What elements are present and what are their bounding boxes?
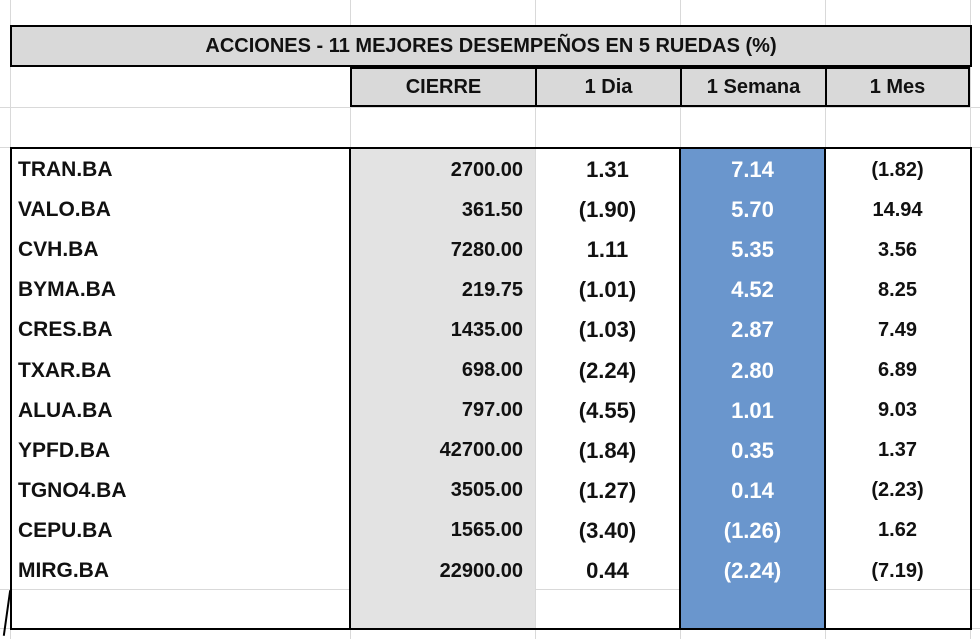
dia-cell: (1.90) [578, 197, 637, 223]
header-1-dia: 1 Dia [535, 67, 682, 107]
semana-cell: 1.01 [731, 397, 774, 423]
dia-cell: 0.44 [586, 558, 629, 583]
dia-cell: (1.27) [578, 477, 637, 503]
semana-cell: (1.26) [723, 517, 782, 543]
cierre-cell: 22900.00 [439, 559, 523, 582]
dia-cell: 1.11 [586, 237, 629, 263]
ticker-cell: CRES.BA [18, 318, 113, 342]
cierre-cell: 698.00 [461, 359, 523, 381]
header-1-semana: 1 Semana [680, 67, 827, 107]
divider-semana-left [679, 147, 681, 630]
mes-cell: 8.25 [878, 278, 917, 301]
semana-cell: 0.35 [731, 437, 774, 463]
cierre-column-bg [350, 147, 535, 628]
cierre-cell: 7280.00 [450, 238, 523, 261]
data-frame [10, 147, 972, 630]
dia-cell: 1.31 [586, 157, 629, 182]
cierre-cell: 797.00 [461, 399, 523, 422]
header-1-mes: 1 Mes [825, 67, 970, 107]
mes-cell: 3.56 [878, 238, 917, 261]
ticker-cell: CVH.BA [18, 238, 99, 262]
semana-cell: (2.24) [723, 558, 782, 583]
mes-cell: 14.94 [872, 198, 923, 221]
ticker-cell: YPFD.BA [18, 438, 111, 462]
mes-cell: 7.49 [878, 318, 917, 341]
mes-cell: (2.23) [871, 479, 924, 502]
divider-ticker [349, 147, 351, 630]
ticker-cell: TGNO4.BA [18, 478, 127, 502]
semana-cell: 7.14 [731, 157, 774, 182]
mes-cell: 1.37 [878, 439, 917, 462]
cierre-cell: 219.75 [461, 278, 523, 301]
mes-cell: (1.82) [871, 158, 924, 181]
header-cierre: CIERRE [350, 67, 537, 107]
ticker-cell: TRAN.BA [18, 158, 113, 181]
dia-cell: (4.55) [578, 397, 637, 423]
mes-cell: 1.62 [878, 519, 917, 542]
semana-cell: 0.14 [731, 477, 774, 503]
cierre-cell: 1435.00 [450, 318, 523, 341]
table-title: ACCIONES - 11 MEJORES DESEMPEÑOS EN 5 RU… [10, 25, 972, 67]
divider-semana-right [824, 147, 826, 630]
mes-cell: 6.89 [878, 359, 917, 381]
ticker-cell: BYMA.BA [18, 278, 116, 302]
dia-cell: (2.24) [578, 357, 637, 383]
dia-cell: (1.03) [578, 317, 637, 343]
cierre-cell: 3505.00 [450, 479, 523, 502]
cierre-cell: 2700.00 [450, 158, 523, 181]
ticker-cell: MIRG.BA [18, 559, 109, 582]
dia-cell: (3.40) [578, 517, 637, 543]
ticker-cell: TXAR.BA [18, 358, 112, 382]
dia-cell: (1.01) [578, 277, 637, 303]
mes-cell: 9.03 [878, 399, 917, 422]
cierre-cell: 361.50 [461, 198, 523, 221]
semana-highlight-column [680, 147, 825, 628]
cierre-cell: 42700.00 [439, 439, 523, 462]
semana-cell: 5.35 [731, 237, 774, 263]
ticker-cell: VALO.BA [18, 198, 111, 222]
semana-cell: 2.80 [731, 357, 774, 383]
semana-cell: 4.52 [731, 277, 774, 303]
cierre-cell: 1565.00 [450, 519, 523, 542]
dia-cell: (1.84) [578, 437, 637, 463]
mes-cell: (7.19) [871, 559, 924, 582]
semana-cell: 5.70 [731, 197, 774, 223]
ticker-cell: ALUA.BA [18, 398, 113, 422]
ticker-cell: CEPU.BA [18, 518, 113, 542]
semana-cell: 2.87 [731, 317, 774, 343]
